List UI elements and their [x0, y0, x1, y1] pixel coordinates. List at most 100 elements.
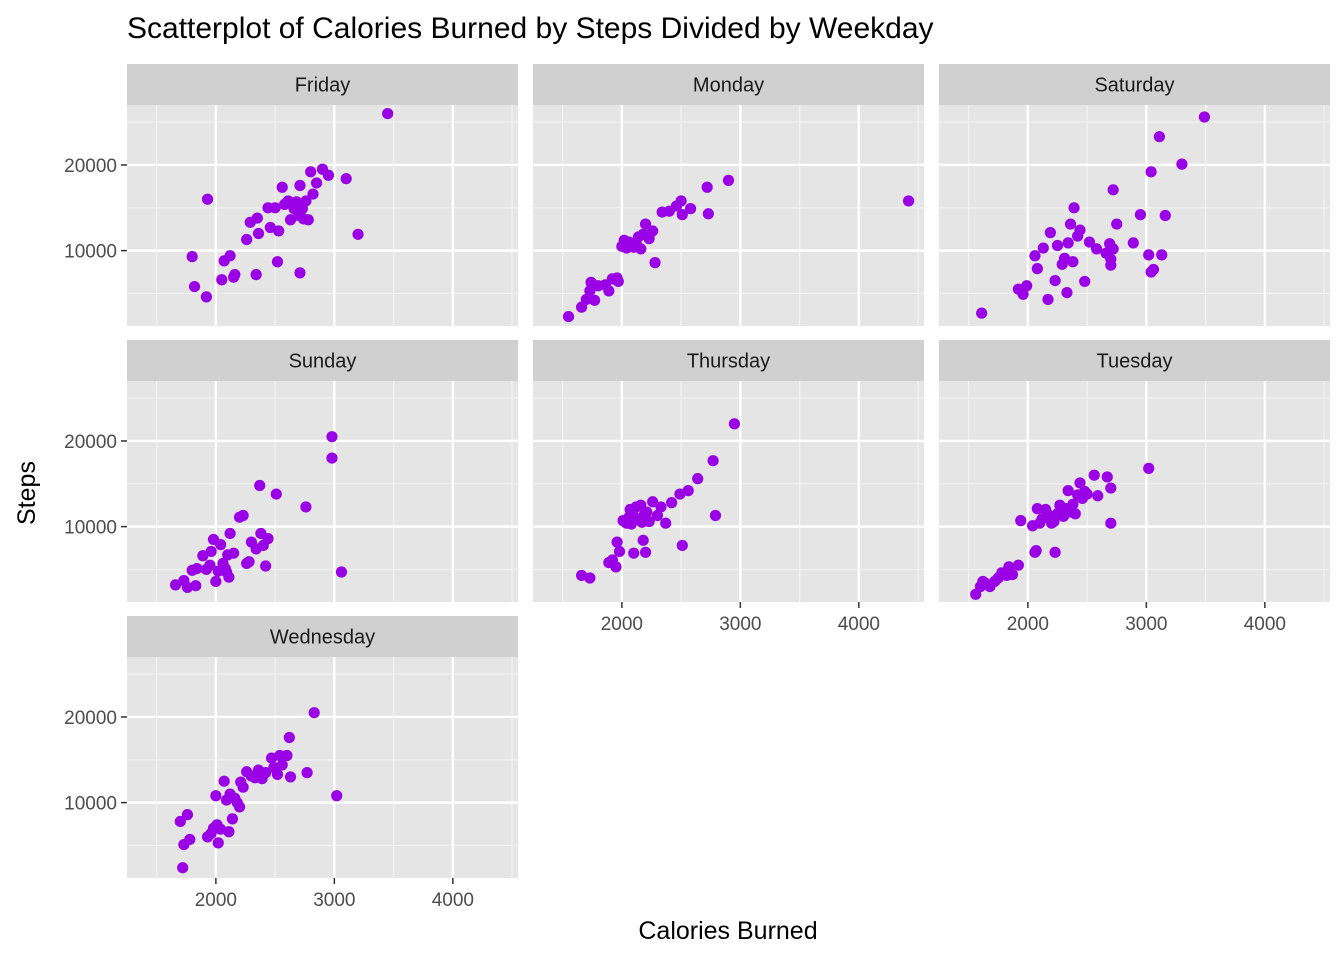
x-tick-label: 4000 — [432, 890, 474, 911]
data-point — [1105, 253, 1117, 265]
data-point — [612, 275, 624, 288]
data-point — [1037, 242, 1049, 254]
data-point — [284, 771, 297, 783]
data-point — [233, 801, 246, 813]
data-point — [269, 202, 281, 214]
data-point — [201, 193, 214, 205]
y-tick-label: 10000 — [64, 794, 117, 815]
data-point — [301, 767, 313, 779]
data-point — [216, 274, 228, 286]
data-point — [728, 418, 741, 430]
y-tick-label: 20000 — [64, 708, 117, 729]
data-point — [666, 497, 678, 509]
facet-strip — [127, 616, 518, 657]
data-point — [1021, 280, 1033, 292]
data-point — [1074, 224, 1086, 236]
data-point — [628, 547, 640, 559]
facet-strip — [939, 340, 1330, 381]
data-point — [169, 579, 182, 591]
data-point — [308, 707, 320, 719]
facet-strip-label: Wednesday — [270, 627, 375, 649]
data-point — [226, 813, 239, 825]
data-point — [331, 790, 343, 802]
data-point — [611, 536, 623, 548]
data-point — [1067, 498, 1079, 510]
facet-panel-sunday: Sunday 10000 20000 — [64, 340, 518, 602]
data-point — [271, 256, 284, 268]
x-tick-label: 3000 — [313, 890, 355, 911]
data-point — [649, 257, 661, 269]
data-point — [722, 174, 735, 186]
data-point — [676, 209, 688, 221]
data-point — [186, 251, 198, 263]
data-point — [641, 506, 653, 518]
y-axis-title: Steps — [13, 461, 41, 525]
facet-strip — [939, 64, 1330, 105]
data-point — [352, 228, 364, 240]
data-point — [1051, 239, 1064, 252]
data-point — [188, 280, 201, 293]
data-point — [210, 575, 222, 588]
data-point — [218, 775, 230, 787]
data-point — [335, 566, 348, 578]
data-point — [276, 759, 288, 771]
data-point — [302, 214, 314, 226]
data-point — [1176, 158, 1188, 170]
data-point — [262, 533, 274, 545]
data-point — [273, 225, 285, 237]
data-point — [197, 550, 209, 562]
data-point — [191, 562, 203, 575]
y-tick-label: 10000 — [64, 518, 117, 539]
data-point — [1062, 485, 1074, 497]
data-point — [1198, 111, 1211, 123]
data-point — [709, 509, 722, 522]
data-point — [1030, 545, 1042, 557]
data-point — [281, 749, 293, 762]
data-point — [647, 496, 659, 508]
data-point — [190, 580, 202, 592]
facet-strip-label: Thursday — [687, 351, 770, 373]
data-point — [260, 560, 272, 572]
y-tick-label: 20000 — [64, 432, 117, 453]
data-point — [1064, 218, 1077, 230]
data-point — [692, 473, 704, 485]
data-point — [181, 809, 194, 821]
data-point — [1092, 490, 1104, 502]
data-point — [1015, 515, 1027, 527]
x-tick-label: 3000 — [1125, 614, 1167, 635]
data-point — [237, 781, 249, 793]
data-point — [1088, 469, 1100, 481]
data-point — [224, 527, 236, 540]
data-point — [1105, 517, 1117, 529]
data-point — [305, 166, 317, 178]
data-point — [1153, 131, 1165, 143]
data-point — [224, 250, 236, 262]
data-point — [294, 267, 306, 279]
data-point — [655, 501, 667, 513]
data-point — [1147, 263, 1160, 276]
data-point — [589, 294, 601, 306]
data-point — [1081, 488, 1093, 500]
data-point — [1134, 209, 1147, 221]
data-point — [260, 767, 272, 779]
data-point — [270, 488, 282, 500]
data-point — [1062, 237, 1074, 249]
data-point — [660, 517, 672, 529]
data-point — [651, 509, 664, 522]
data-point — [326, 431, 338, 443]
data-point — [562, 310, 575, 323]
data-point — [639, 218, 652, 230]
data-point — [1049, 546, 1061, 558]
data-point — [223, 826, 235, 838]
data-point — [902, 195, 915, 207]
data-point — [210, 790, 222, 802]
data-point — [382, 107, 394, 120]
data-point — [1067, 256, 1079, 268]
data-point — [254, 479, 266, 492]
data-point — [610, 561, 622, 573]
data-point — [702, 208, 714, 220]
data-point — [1042, 293, 1054, 306]
chart-title: Scatterplot of Calories Burned by Steps … — [127, 12, 934, 45]
data-point — [1107, 243, 1119, 255]
